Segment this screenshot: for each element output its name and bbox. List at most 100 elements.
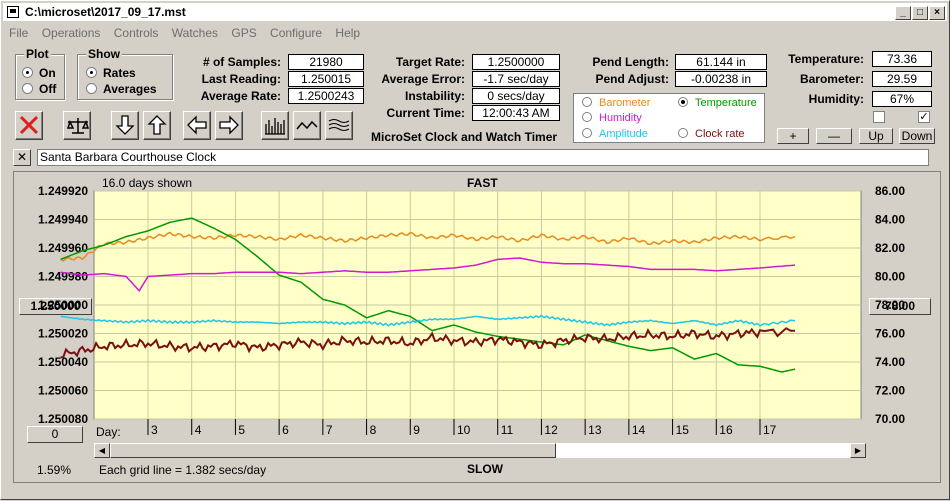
down-button[interactable]: Down [899,128,935,144]
plot-off-radio[interactable]: Off [22,82,56,96]
menu-configure[interactable]: Configure [270,26,323,40]
right-tick-label: 86.00 [875,184,905,198]
show-group-title: Show [86,47,122,61]
plus-button[interactable]: + [777,128,809,144]
plot-group: Plot On Off [15,47,65,100]
menu-watches[interactable]: Watches [171,26,219,40]
right-axis-center-button[interactable]: 78.00 [869,298,931,315]
day-label: Day: [96,425,121,439]
series-line-clock-rate [60,327,796,359]
left-arrow-button[interactable] [183,111,211,140]
instability-value: 0 secs/day [472,88,560,104]
histogram-button[interactable] [261,111,289,140]
radio-empty-icon [22,83,33,94]
legend-clock-rate[interactable]: Clock rate [678,128,745,140]
arrow-right-icon [219,115,239,135]
day-tick-label: 5 [238,423,245,437]
last-reading-label: Last Reading: [201,72,281,86]
samples-label: # of Samples: [202,55,281,69]
menu-file[interactable]: File [9,26,29,40]
radio-empty-icon [678,128,688,138]
close-clock-button[interactable]: ✕ [13,149,31,166]
horizontal-scrollbar[interactable]: ◀ ▶ [93,442,867,459]
barometer-label: Barometer: [799,72,864,86]
down-arrow-button[interactable] [111,111,139,140]
day-tick-label: 8 [370,423,377,437]
arrow-down-icon [115,115,135,135]
scroll-thumb[interactable] [110,443,556,458]
minus-button[interactable]: — [816,128,852,144]
plot-on-radio[interactable]: On [22,66,56,80]
days-shown: 16.0 days shown [102,176,193,190]
up-button[interactable]: Up [859,128,893,144]
left-tick-label: 1.250040 [38,355,88,369]
right-tick-label: 72.00 [875,384,905,398]
radio-empty-icon [582,128,592,138]
close-window-button[interactable]: × [929,6,945,20]
day-tick-label: 4 [195,423,202,437]
average-rate-value: 1.2500243 [288,88,364,104]
average-error-value: -1.7 sec/day [472,71,560,87]
multi-wave-button[interactable] [325,111,353,140]
day-tick-label: 7 [326,423,333,437]
right-arrow-button[interactable] [215,111,243,140]
target-rate-label: Target Rate: [395,55,465,69]
radio-empty-icon [582,97,592,107]
left-tick-label: 1.250060 [38,384,88,398]
legend-amplitude[interactable]: Amplitude [582,128,648,140]
series-legend: Barometer Temperature Humidity Amplitude… [573,93,765,143]
menu-operations[interactable]: Operations [41,26,101,40]
grid-note: Each grid line = 1.382 secs/day [99,463,267,477]
pend-adjust-value: -0.00238 in [675,71,767,87]
scroll-start-button[interactable]: 0 [27,426,83,443]
right-tick-label: 78.00 [875,298,905,312]
current-time-label: Current Time: [386,106,465,120]
menu-bar: File Operations Controls Watches GPS Con… [3,23,947,43]
app-caption: MicroSet Clock and Watch Timer [371,130,558,144]
up-arrow-button[interactable] [143,111,171,140]
menu-gps[interactable]: GPS [231,26,257,40]
minimize-button[interactable]: _ [895,6,911,20]
right-tick-label: 70.00 [875,412,905,426]
pend-adjust-label: Pend Adjust: [595,72,669,86]
title-bar[interactable]: C:\microset\2017_09_17.mst _ □ × [3,3,947,21]
humidity-label: Humidity: [808,92,864,106]
current-time-value: 12:00:43 AM [472,105,560,121]
waveform-button[interactable] [293,111,321,140]
legend-humidity[interactable]: Humidity [582,112,642,124]
series-line-temperature [60,217,796,373]
day-tick-label: 12 [544,423,558,437]
day-tick-label: 14 [632,423,646,437]
stop-button[interactable] [15,111,43,140]
left-tick-label: 1.249940 [38,213,88,227]
day-tick-label: 17 [763,423,777,437]
day-tick-label: 9 [413,423,420,437]
scroll-right-icon[interactable]: ▶ [850,443,866,458]
chart-panel [13,171,941,483]
show-averages-radio[interactable]: Averages [86,82,157,96]
average-error-label: Average Error: [381,72,465,86]
arrow-left-icon [187,115,207,135]
day-tick-label: 15 [676,423,690,437]
red-x-icon [19,115,39,135]
series-line-barometer [60,231,796,262]
scroll-left-icon[interactable]: ◀ [94,443,110,458]
option-checkbox-1[interactable] [873,111,885,123]
left-axis-center-button[interactable]: 1.250000 [19,298,92,315]
left-tick-label: 1.250020 [38,327,88,341]
legend-barometer[interactable]: Barometer [582,97,650,109]
menu-help[interactable]: Help [335,26,361,40]
balance-button[interactable] [63,111,91,140]
clock-name-field[interactable]: Santa Barbara Courthouse Clock [37,149,929,166]
menu-controls[interactable]: Controls [113,26,159,40]
left-tick-label: 1.249980 [38,270,88,284]
instability-label: Instability: [404,89,465,103]
radio-selected-icon [678,97,688,107]
app-icon [7,6,19,18]
legend-temperature[interactable]: Temperature [678,97,757,109]
pend-length-label: Pend Length: [592,55,669,69]
show-rates-radio[interactable]: Rates [86,66,136,80]
option-checkbox-2[interactable]: ✓ [918,111,930,123]
maximize-button[interactable]: □ [912,6,928,20]
